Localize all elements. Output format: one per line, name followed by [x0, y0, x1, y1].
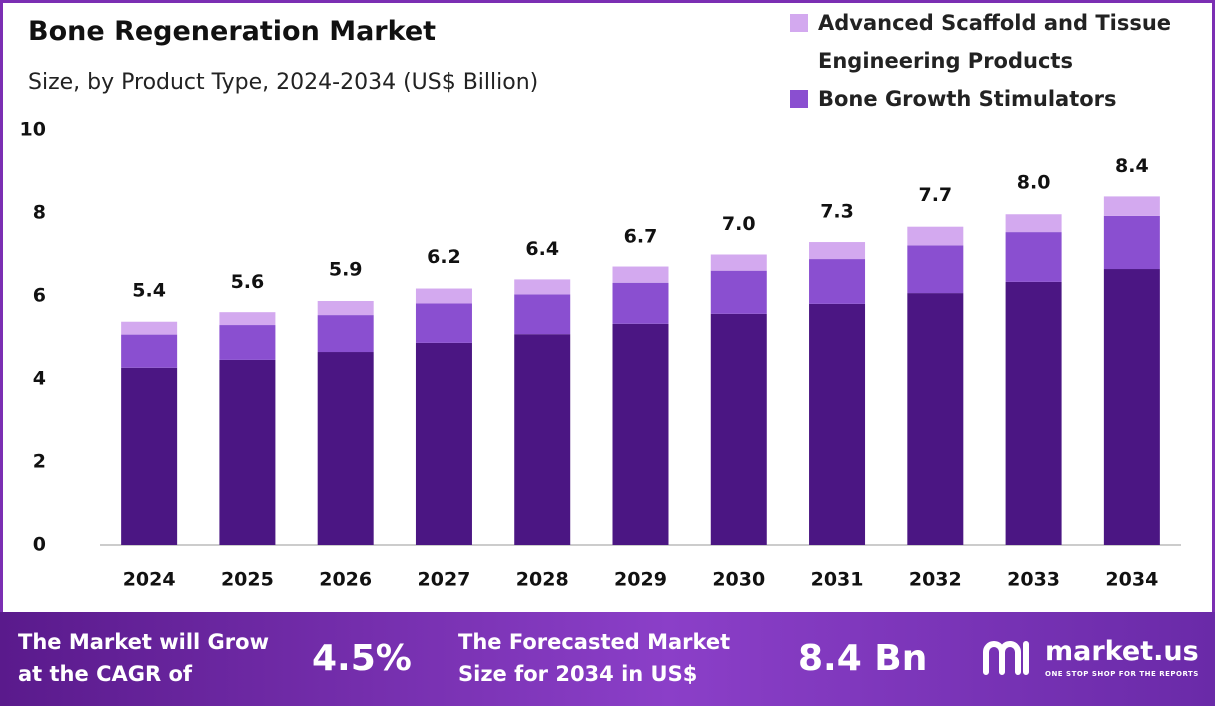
total-label: 6.4: [525, 238, 559, 260]
total-label: 7.3: [820, 201, 854, 223]
x-tick-label: 2029: [614, 569, 667, 591]
bar-segment: [514, 294, 571, 335]
x-tick-label: 2026: [319, 569, 372, 591]
cagr-value: 4.5%: [312, 638, 412, 679]
x-tick-label: 2030: [712, 569, 765, 591]
y-tick-label: 6: [33, 285, 46, 307]
x-tick-label: 2027: [418, 569, 471, 591]
bar-segment: [121, 367, 178, 545]
x-tick-label: 2025: [221, 569, 274, 591]
bar-segment: [907, 293, 964, 545]
bar-segment: [907, 245, 964, 294]
logo-icon: [983, 641, 1029, 675]
legend-item: Advanced Scaffold and Tissue Engineering…: [790, 4, 1208, 80]
total-label: 5.9: [329, 259, 363, 281]
legend-swatch: [790, 14, 808, 32]
y-tick-label: 0: [33, 534, 46, 556]
bar-segment: [514, 334, 571, 545]
x-tick-label: 2024: [123, 569, 176, 591]
bar-segment: [415, 303, 472, 343]
bar-segment: [710, 270, 767, 314]
bar-segment: [612, 282, 669, 324]
bar-segment: [809, 303, 866, 545]
x-tick-label: 2028: [516, 569, 569, 591]
legend-item: Bone Growth Stimulators: [790, 80, 1208, 118]
legend-label: Advanced Scaffold and Tissue Engineering…: [818, 11, 1172, 73]
y-tick-label: 10: [20, 119, 46, 141]
total-label: 7.7: [918, 184, 952, 206]
bar-segment: [219, 325, 276, 360]
x-tick-label: 2032: [909, 569, 962, 591]
bar-segment: [121, 321, 178, 335]
bar-segment: [809, 242, 866, 260]
legend-label: Bone Growth Stimulators: [818, 87, 1117, 111]
bar-segment: [612, 266, 669, 283]
cagr-text: The Market will Grow at the CAGR of: [18, 630, 269, 686]
bar-segment: [415, 288, 472, 304]
bar-segment: [907, 226, 964, 246]
y-tick-label: 2: [33, 451, 46, 473]
bar-segment: [317, 300, 374, 316]
total-label: 8.0: [1017, 172, 1051, 194]
bar-segment: [1103, 215, 1160, 270]
chart-title: Bone Regeneration Market: [28, 16, 437, 47]
bar-segment: [219, 312, 276, 326]
bar-segment: [710, 254, 767, 271]
total-label: 6.7: [624, 225, 658, 247]
x-tick-label: 2031: [811, 569, 864, 591]
bar-segment: [1103, 269, 1160, 545]
bar-segment: [710, 313, 767, 545]
forecast-value: 8.4 Bn: [798, 638, 928, 679]
total-label: 5.4: [132, 279, 166, 301]
bar-segment: [1103, 196, 1160, 216]
bar-segment: [1005, 214, 1062, 233]
footer-banner: The Market will Grow at the CAGR of 4.5%…: [0, 612, 1215, 706]
bar-segment: [514, 279, 571, 295]
bar-segment: [317, 352, 374, 545]
total-label: 7.0: [722, 213, 756, 235]
total-label: 8.4: [1115, 155, 1149, 177]
x-tick-label: 2033: [1007, 569, 1060, 591]
logo-tagline: ONE STOP SHOP FOR THE REPORTS: [1045, 670, 1199, 678]
y-tick-label: 8: [33, 202, 46, 224]
x-tick-label: 2034: [1105, 569, 1158, 591]
total-label: 5.6: [231, 271, 265, 293]
y-tick-label: 4: [33, 368, 46, 390]
logo: market.us: [1045, 636, 1199, 667]
chart: 0 2 4 6 8 10 5.4 2024 5.6 2025 5.9 2026 6.2 2027 6.4 20…: [20, 119, 1181, 591]
bar-segment: [1005, 281, 1062, 545]
chart-subtitle: Size, by Product Type, 2024-2034 (US$ Bi…: [28, 70, 539, 95]
bar-segment: [415, 342, 472, 545]
forecast-text: The Forecasted Market Size for 2034 in U…: [458, 630, 731, 686]
bar-segment: [1005, 232, 1062, 282]
bar-segment: [317, 315, 374, 353]
bar-segment: [219, 359, 276, 545]
legend-swatch: [790, 90, 808, 108]
total-label: 6.2: [427, 246, 461, 268]
bar-segment: [612, 323, 669, 545]
bar-segment: [809, 259, 866, 304]
bar-segment: [121, 334, 178, 368]
